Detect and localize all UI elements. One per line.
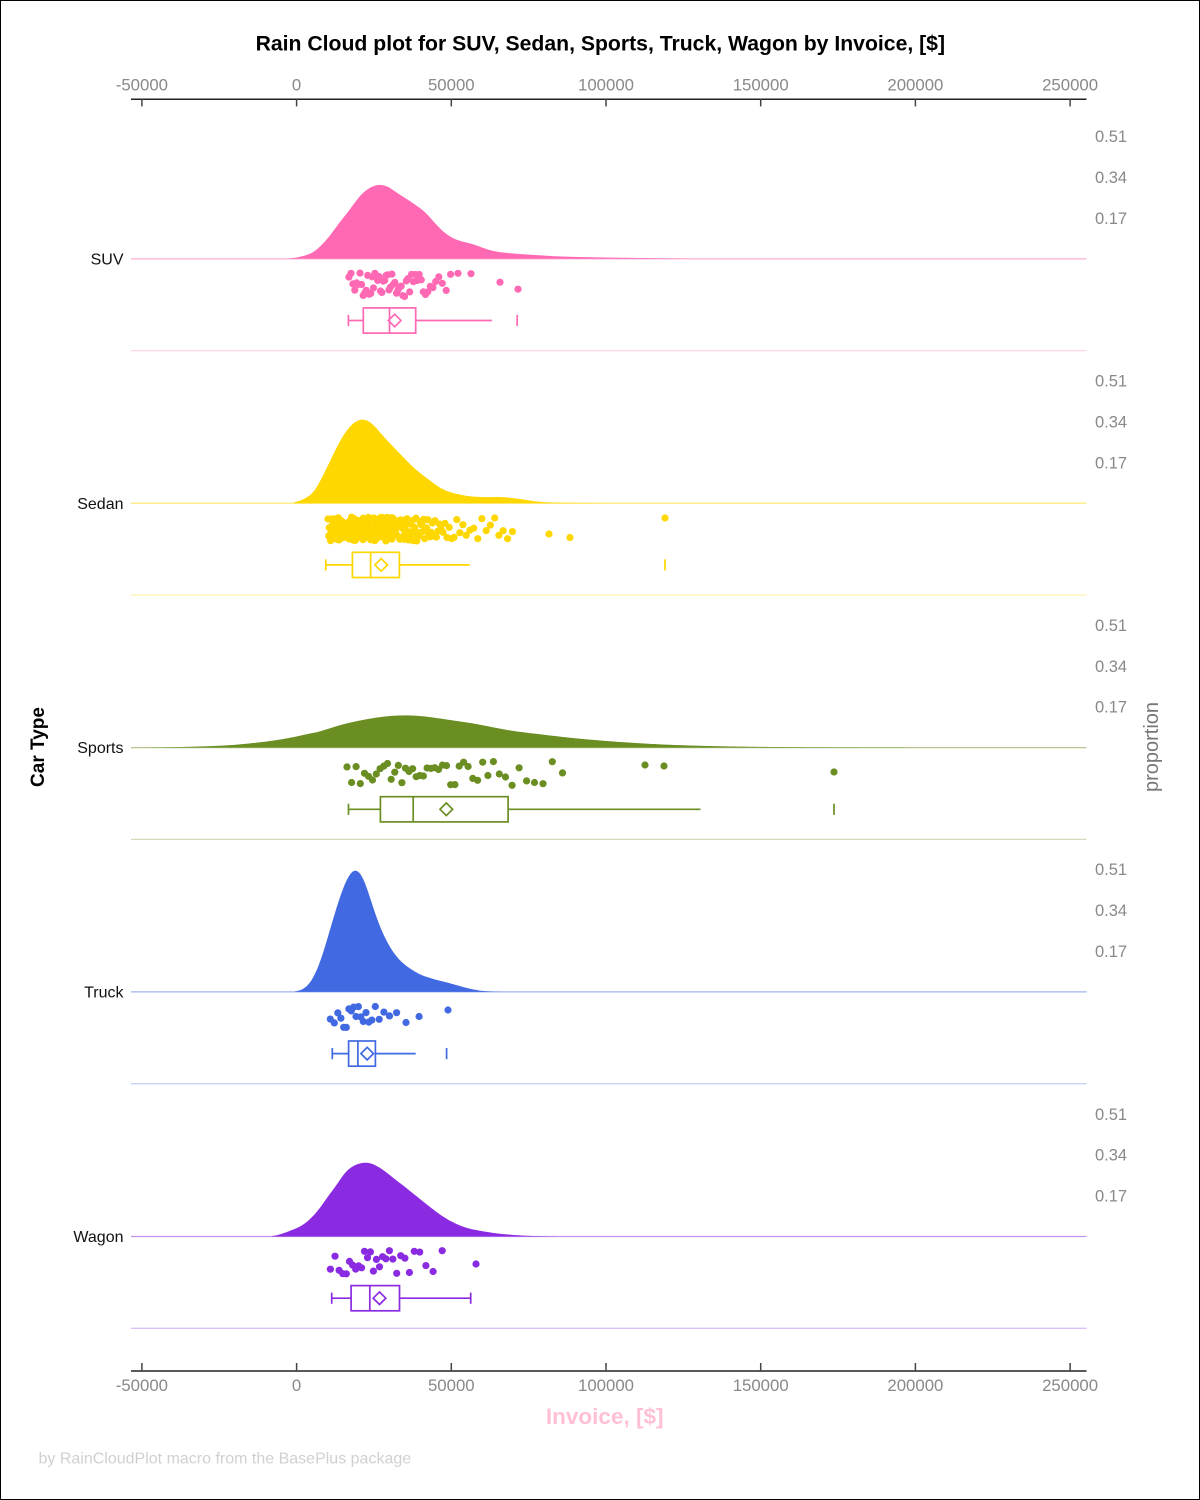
svg-text:by RainCloudPlot macro from th: by RainCloudPlot macro from the BasePlus…	[39, 1450, 412, 1467]
svg-text:Car Type: Car Type	[28, 707, 49, 787]
svg-text:100000: 100000	[578, 75, 634, 94]
svg-text:Rain Cloud plot for SUV, Sedan: Rain Cloud plot for SUV, Sedan, Sports, …	[256, 33, 945, 56]
svg-text:SUV: SUV	[91, 251, 124, 268]
svg-text:0.17: 0.17	[1095, 454, 1127, 472]
svg-text:0.34: 0.34	[1095, 169, 1127, 187]
svg-text:0.34: 0.34	[1095, 1147, 1127, 1165]
svg-text:0.51: 0.51	[1095, 128, 1127, 146]
svg-text:100000: 100000	[578, 1376, 634, 1395]
svg-text:250000: 250000	[1042, 75, 1098, 94]
svg-text:0.34: 0.34	[1095, 658, 1127, 676]
svg-text:Invoice, [$]: Invoice, [$]	[546, 1404, 664, 1429]
svg-text:150000: 150000	[733, 1376, 789, 1395]
svg-text:0: 0	[292, 75, 301, 94]
svg-text:0.51: 0.51	[1095, 1106, 1127, 1124]
svg-text:0.51: 0.51	[1095, 617, 1127, 635]
svg-text:0.17: 0.17	[1095, 210, 1127, 228]
svg-text:proportion: proportion	[1141, 702, 1163, 792]
svg-text:0.17: 0.17	[1095, 1188, 1127, 1206]
svg-text:200000: 200000	[887, 1376, 943, 1395]
svg-text:0.51: 0.51	[1095, 861, 1127, 879]
svg-text:200000: 200000	[887, 75, 943, 94]
svg-text:-50000: -50000	[116, 75, 168, 94]
svg-text:0.34: 0.34	[1095, 902, 1127, 920]
svg-text:0.17: 0.17	[1095, 699, 1127, 717]
svg-text:Wagon: Wagon	[73, 1229, 123, 1246]
svg-text:0.34: 0.34	[1095, 413, 1127, 431]
svg-text:Truck: Truck	[84, 985, 124, 1002]
svg-text:50000: 50000	[428, 1376, 475, 1395]
svg-text:-50000: -50000	[116, 1376, 168, 1395]
svg-text:150000: 150000	[733, 75, 789, 94]
svg-text:0: 0	[292, 1376, 301, 1395]
svg-text:250000: 250000	[1042, 1376, 1098, 1395]
svg-text:Sports: Sports	[77, 740, 123, 757]
svg-text:0.17: 0.17	[1095, 943, 1127, 961]
svg-text:Sedan: Sedan	[77, 496, 123, 513]
svg-text:50000: 50000	[428, 75, 475, 94]
svg-text:0.51: 0.51	[1095, 373, 1127, 391]
